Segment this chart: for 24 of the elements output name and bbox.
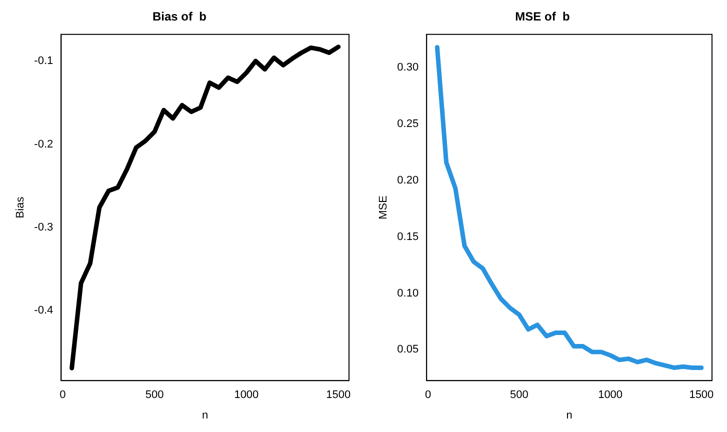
- y-tick-label: -0.3: [34, 222, 54, 234]
- y-tick-label: 0.20: [397, 174, 419, 186]
- y-tick-label: 0.30: [397, 62, 419, 74]
- x-tick-label: 1500: [326, 389, 351, 402]
- x-tick-label: 1000: [598, 389, 623, 402]
- x-tick-label: 1500: [689, 389, 714, 402]
- x-tick-label: 500: [145, 389, 164, 402]
- y-tick-label: 0.15: [397, 230, 419, 243]
- chart-title: MSE of b: [515, 10, 570, 24]
- x-tick-label: 1000: [234, 389, 259, 402]
- y-tick-label: 0.05: [397, 344, 419, 356]
- x-tick-label: 500: [510, 389, 528, 402]
- x-tick-label: 0: [425, 389, 432, 402]
- y-tick-label: -0.1: [34, 55, 54, 68]
- chart-title: Bias of b: [152, 10, 207, 24]
- y-tick-label: -0.4: [34, 304, 54, 317]
- y-tick-label: -0.2: [34, 138, 54, 150]
- x-axis-title: n: [202, 409, 208, 422]
- y-tick-label: 0.10: [397, 287, 419, 300]
- y-axis-title: Bias: [14, 196, 27, 218]
- x-axis-title: n: [566, 409, 572, 422]
- x-tick-label: 0: [60, 389, 66, 402]
- y-tick-label: 0.25: [397, 118, 419, 130]
- y-axis-title: MSE: [378, 196, 390, 220]
